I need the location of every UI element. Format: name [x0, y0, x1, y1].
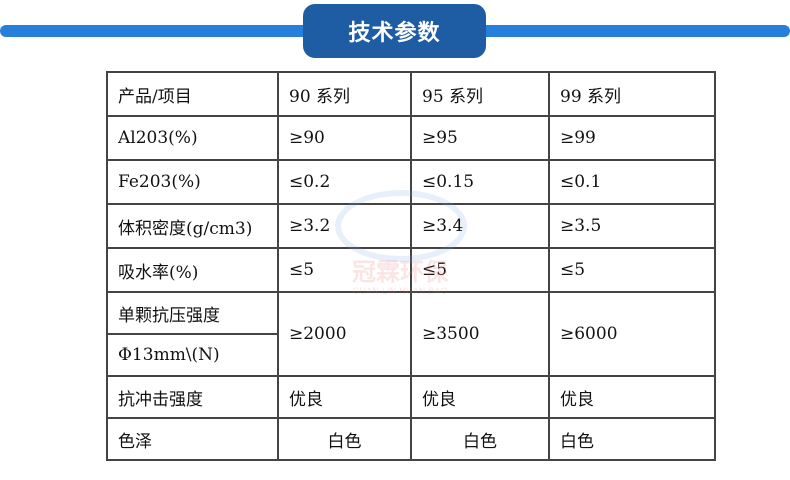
row-label: Fe203(%) — [106, 159, 279, 205]
cell: ≤5 — [548, 247, 716, 293]
spec-table: 产品/项目 90 系列 95 系列 99 系列 Al203(%) ≥90 ≥95… — [106, 71, 716, 461]
cell: ≥3.4 — [410, 203, 550, 249]
row-label: 色泽 — [106, 417, 279, 461]
cell: 白色 — [277, 417, 412, 461]
cell: 白色 — [548, 417, 716, 461]
cell: 优良 — [410, 375, 550, 419]
row-label: 单颗抗压强度 — [106, 291, 279, 335]
table-row: 吸水率(%) ≤5 ≤5 ≤5 — [106, 247, 716, 293]
cell: ≥3.5 — [548, 203, 716, 249]
cell: ≥95 — [410, 115, 550, 161]
table-row: 色泽 白色 白色 白色 — [106, 417, 716, 461]
row-label: Al203(%) — [106, 115, 279, 161]
cell: ≤0.2 — [277, 159, 412, 205]
cell: ≥90 — [277, 115, 412, 161]
table-row: 抗冲击强度 优良 优良 优良 — [106, 375, 716, 419]
section-title: 技术参数 — [303, 4, 486, 58]
cell: ≥3500 — [410, 291, 550, 377]
table-row: Φ13mm\(N) — [106, 333, 715, 377]
table-header-row: 产品/项目 90 系列 95 系列 99 系列 — [106, 71, 716, 117]
cell: ≤5 — [277, 247, 412, 293]
cell: ≥3.2 — [277, 203, 412, 249]
row-label: 吸水率(%) — [106, 247, 279, 293]
row-label: 体积密度(g/cm3) — [106, 203, 279, 249]
cell: ≥2000 — [277, 291, 412, 377]
cell: 优良 — [548, 375, 716, 419]
table-row: 单颗抗压强度 ≥2000 ≥3500 ≥6000 — [106, 291, 716, 377]
header-cell: 产品/项目 — [106, 71, 279, 117]
header-cell: 95 系列 — [410, 71, 550, 117]
cell: ≥99 — [548, 115, 716, 161]
table-row: Fe203(%) ≤0.2 ≤0.15 ≤0.1 — [106, 159, 716, 205]
cell: ≤0.15 — [410, 159, 550, 205]
header-cell: 90 系列 — [277, 71, 412, 117]
row-label: 抗冲击强度 — [106, 375, 279, 419]
cell: ≤5 — [410, 247, 550, 293]
row-label: Φ13mm\(N) — [106, 333, 279, 377]
cell: ≤0.1 — [548, 159, 716, 205]
cell: ≥6000 — [548, 291, 716, 377]
table-row: Al203(%) ≥90 ≥95 ≥99 — [106, 115, 716, 161]
table-row: 体积密度(g/cm3) ≥3.2 ≥3.4 ≥3.5 — [106, 203, 716, 249]
header-cell: 99 系列 — [548, 71, 716, 117]
cell: 白色 — [410, 417, 550, 461]
cell: 优良 — [277, 375, 412, 419]
